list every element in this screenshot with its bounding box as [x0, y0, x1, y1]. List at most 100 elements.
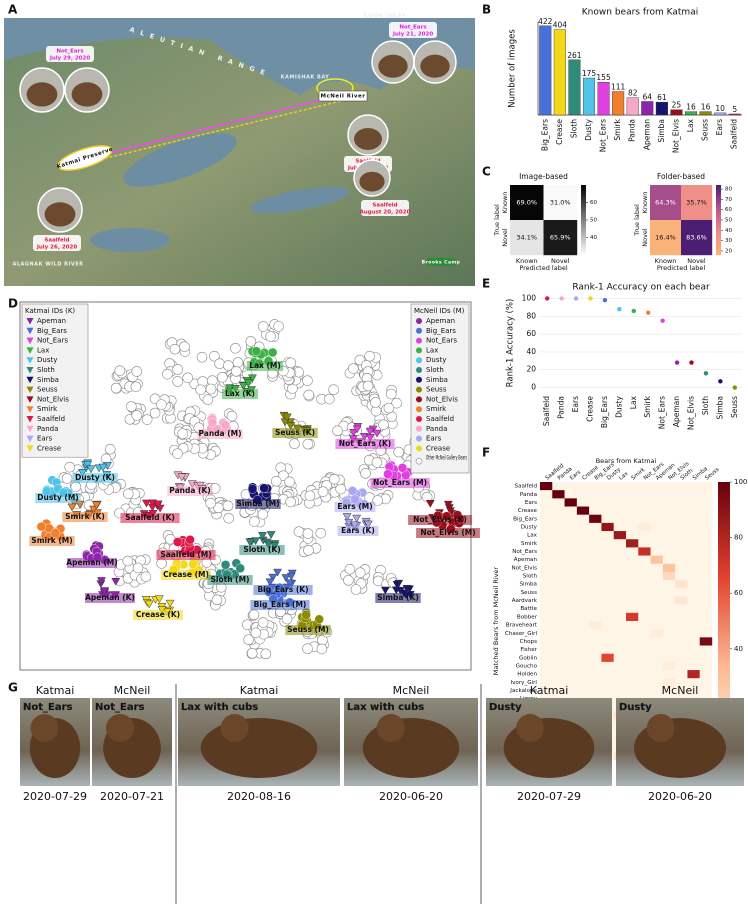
heatmap-cell	[613, 539, 627, 548]
gallery-point	[223, 512, 234, 524]
heatmap-cell	[662, 596, 676, 605]
heatmap-cell	[638, 531, 651, 540]
legend-entry: Crease	[37, 444, 61, 452]
dot	[617, 306, 622, 312]
colorbar-tick-label: 30	[725, 238, 732, 244]
cluster-label: Lax (M)	[249, 361, 281, 370]
heatmap-cell	[543, 185, 578, 221]
heatmap-cell	[576, 678, 590, 687]
gallery-point	[70, 481, 82, 493]
cluster-point	[239, 382, 248, 391]
bar	[655, 101, 668, 116]
heatmap-cell	[552, 653, 565, 663]
heatmap-cell	[699, 645, 713, 654]
photo-date: 2020-08-16	[227, 790, 291, 803]
gallery-point	[232, 357, 244, 368]
heatmap-cell	[626, 547, 639, 556]
map-label: McNeil River	[321, 94, 366, 100]
heatmap-cell	[687, 686, 700, 695]
panel-label: G	[8, 681, 18, 695]
heatmap-cell	[613, 612, 627, 622]
cluster-label: Dusty (K)	[75, 473, 115, 482]
cluster-label-box	[85, 593, 135, 603]
gallery-point	[281, 613, 293, 625]
heatmap-cell	[613, 678, 627, 687]
heatmap-cell	[564, 645, 578, 654]
heatmap-cell	[675, 670, 688, 679]
gallery-point	[303, 389, 315, 401]
heatmap-cell	[564, 612, 578, 622]
heatmap-cell	[638, 563, 651, 573]
heatmap-cell	[540, 637, 553, 646]
heatmap-cell	[687, 547, 700, 556]
heatmap-cell	[650, 653, 664, 663]
cluster-point	[352, 425, 362, 434]
colorbar-tick-label: 20	[725, 248, 732, 254]
cluster-label-box	[239, 545, 285, 555]
heatmap-cell	[687, 490, 700, 499]
heatmap-cell	[662, 563, 676, 573]
heatmap-cell	[576, 580, 590, 589]
heatmap-cell	[576, 571, 590, 581]
heatmap-cell	[601, 506, 614, 515]
row-label: Known	[641, 192, 649, 214]
cluster-point	[425, 499, 435, 508]
map-label-box	[318, 90, 368, 102]
heatmap-cell	[564, 588, 578, 597]
legend-entry: Big_Ears	[426, 327, 456, 335]
heatmap-cell	[687, 514, 700, 524]
gallery-point	[211, 594, 223, 606]
gallery-point	[257, 617, 269, 628]
heatmap-cell	[626, 661, 639, 671]
heatmap-cell	[564, 596, 578, 605]
heatmap-cell	[540, 571, 553, 581]
bar	[626, 97, 639, 116]
heatmap-cell	[626, 637, 639, 646]
cluster-label: Sloth (M)	[211, 575, 250, 584]
heatmap-cell	[699, 621, 713, 630]
heatmap-cell	[650, 621, 664, 630]
cluster-label-box	[375, 593, 421, 603]
heatmap-cell	[650, 531, 664, 540]
value-label: 5	[732, 105, 737, 114]
heatmap-cell	[613, 522, 627, 532]
heatmap-cell	[540, 621, 553, 630]
cluster-label-box	[285, 625, 331, 635]
gallery-point	[169, 343, 181, 355]
heatmap-cell	[540, 555, 553, 564]
heatmap-cell	[552, 498, 565, 507]
panel-label: A	[8, 3, 18, 17]
cluster-label-box	[35, 493, 81, 503]
heatmap-cell	[540, 661, 553, 671]
heatmap-cell	[613, 571, 627, 581]
heatmap-cell	[601, 482, 614, 491]
legend-entry: Not_Elvis	[426, 395, 458, 403]
gallery-point	[285, 357, 297, 369]
gallery-point	[245, 336, 257, 347]
heatmap-cell	[650, 539, 664, 548]
cluster-point	[177, 473, 187, 482]
row-label: Holden	[517, 672, 537, 678]
row-label: Aardvark	[512, 598, 538, 604]
panel-label: C	[482, 165, 491, 179]
photo-header: McNeil	[662, 684, 699, 697]
heatmap-cell	[576, 612, 590, 622]
heatmap-cell	[564, 580, 578, 589]
heatmap-cell	[699, 571, 713, 581]
gallery-point	[177, 428, 189, 439]
legend-marker	[26, 357, 34, 364]
heatmap-cell	[662, 490, 676, 499]
heatmap-cell	[589, 612, 602, 622]
cluster-point	[89, 505, 98, 514]
heatmap-cell	[650, 571, 664, 581]
value-label: 10	[715, 104, 725, 113]
heatmap-cell	[601, 588, 614, 597]
x-axis-label: Predicted label	[657, 264, 705, 272]
legend-entry: Crease	[426, 444, 450, 452]
x-tick-label: Seuss	[730, 396, 739, 418]
gallery-point	[335, 483, 346, 495]
cluster-label-box	[408, 515, 472, 525]
bear-head	[646, 714, 675, 742]
legend-marker	[416, 396, 422, 403]
